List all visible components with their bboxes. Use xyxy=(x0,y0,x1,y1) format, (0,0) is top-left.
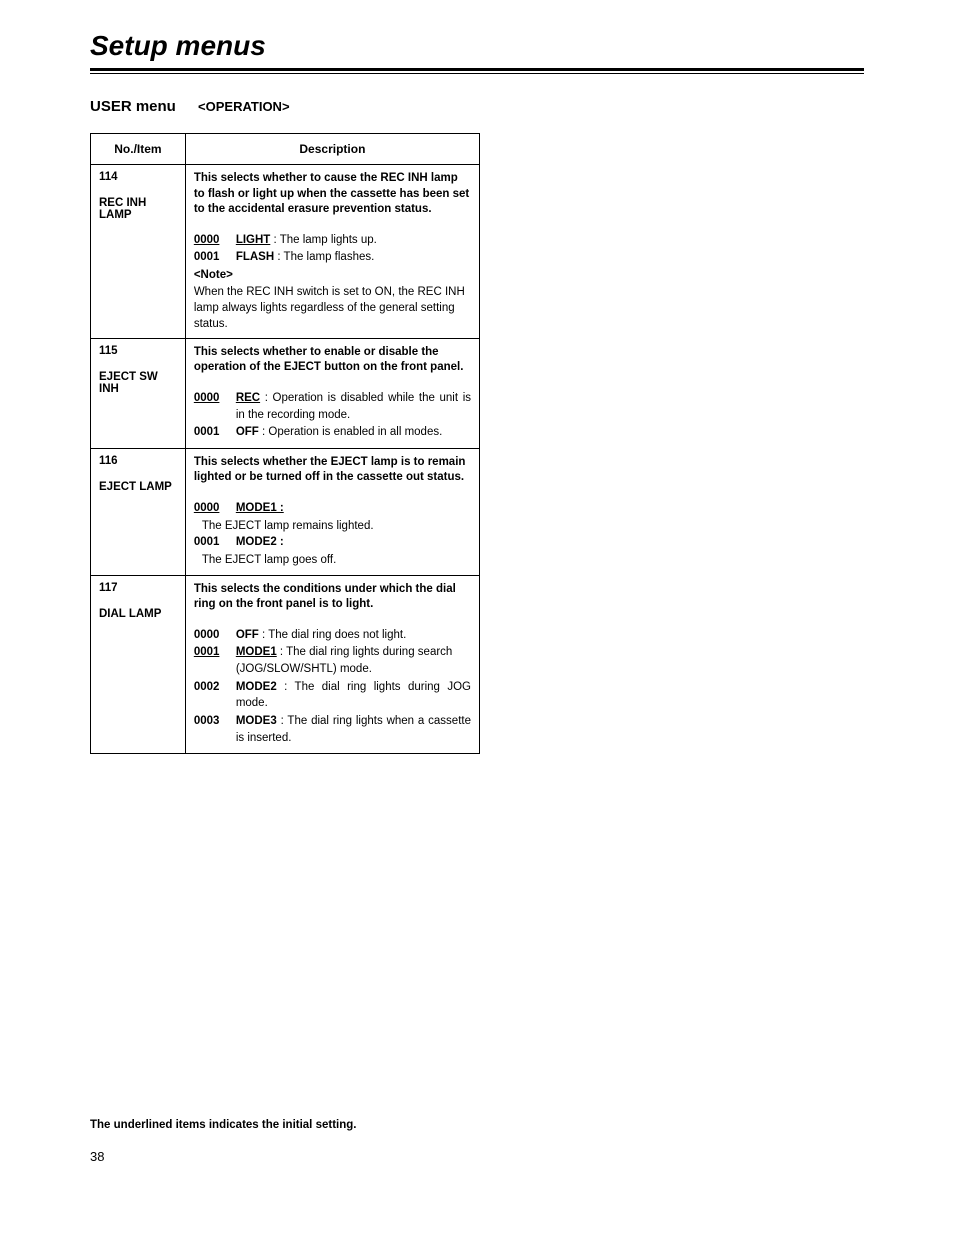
menu-heading: USER menu <OPERATION> xyxy=(90,98,864,115)
settings-table: No./Item Description 114 REC INH LAMP Th… xyxy=(90,133,480,754)
option-row: 0000 OFF : The dial ring does not light. xyxy=(194,627,471,644)
option-continuation: The EJECT lamp remains lighted. xyxy=(202,518,471,535)
title-rule-thin xyxy=(90,73,864,74)
option-label: REC xyxy=(236,392,260,404)
description-cell: This selects whether to enable or disabl… xyxy=(185,338,479,448)
item-name: DIAL LAMP xyxy=(99,608,161,620)
option-label: MODE2 xyxy=(236,681,277,693)
item-number: 116 xyxy=(99,455,177,467)
option-code: 0000 xyxy=(194,500,236,517)
option-row: 0001 OFF : Operation is enabled in all m… xyxy=(194,424,471,441)
table-row: 117 DIAL LAMP This selects the condition… xyxy=(91,575,480,754)
item-number: 117 xyxy=(99,582,177,594)
note-text: When the REC INH switch is set to ON, th… xyxy=(194,284,471,332)
option-code: 0000 xyxy=(194,627,236,644)
option-text: FLASH : The lamp flashes. xyxy=(236,249,471,266)
item-cell: 116 EJECT LAMP xyxy=(91,448,186,575)
header-item: No./Item xyxy=(91,134,186,165)
menu-heading-text: USER menu xyxy=(90,98,176,115)
option-row: 0000 REC : Operation is disabled while t… xyxy=(194,390,471,423)
option-row: 0003 MODE3 : The dial ring lights when a… xyxy=(194,713,471,746)
table-row: 114 REC INH LAMP This selects whether to… xyxy=(91,165,480,339)
options-block: 0000 REC : Operation is disabled while t… xyxy=(194,390,471,441)
item-number: 115 xyxy=(99,345,177,357)
option-code: 0003 xyxy=(194,713,236,746)
option-code: 0001 xyxy=(194,249,236,266)
item-number: 114 xyxy=(99,171,177,183)
option-label: MODE1 xyxy=(236,646,277,658)
option-code: 0001 xyxy=(194,424,236,441)
option-text: MODE2 : The dial ring lights during JOG … xyxy=(236,679,471,712)
option-label: MODE2 : xyxy=(236,534,284,551)
option-row: 0001 MODE1 : The dial ring lights during… xyxy=(194,644,471,677)
option-row: 0001 FLASH : The lamp flashes. xyxy=(194,249,471,266)
description-intro: This selects whether to cause the REC IN… xyxy=(194,171,471,218)
option-text: OFF : The dial ring does not light. xyxy=(236,627,471,644)
description-intro: This selects whether the EJECT lamp is t… xyxy=(194,455,471,486)
description-intro: This selects whether to enable or disabl… xyxy=(194,345,471,376)
item-cell: 117 DIAL LAMP xyxy=(91,575,186,754)
table-row: 115 EJECT SW INH This selects whether to… xyxy=(91,338,480,448)
option-row: 0001 MODE2 : xyxy=(194,534,471,551)
option-row: 0000 MODE1 : xyxy=(194,500,471,517)
page-title: Setup menus xyxy=(90,30,864,62)
option-code: 0001 xyxy=(194,644,236,677)
options-block: 0000 OFF : The dial ring does not light.… xyxy=(194,627,471,747)
option-label: FLASH xyxy=(236,251,274,263)
option-label: OFF xyxy=(236,629,259,641)
page-number: 38 xyxy=(90,1149,864,1164)
options-block: 0000 LIGHT : The lamp lights up. 0001 FL… xyxy=(194,232,471,332)
option-desc: The lamp lights up. xyxy=(280,234,377,246)
menu-subheading: <OPERATION> xyxy=(198,99,290,114)
table-row: 116 EJECT LAMP This selects whether the … xyxy=(91,448,480,575)
option-text: MODE3 : The dial ring lights when a cass… xyxy=(236,713,471,746)
item-cell: 115 EJECT SW INH xyxy=(91,338,186,448)
options-block: 0000 MODE1 : The EJECT lamp remains ligh… xyxy=(194,500,471,569)
option-row: 0002 MODE2 : The dial ring lights during… xyxy=(194,679,471,712)
option-text: OFF : Operation is enabled in all modes. xyxy=(236,424,471,441)
option-code: 0001 xyxy=(194,534,236,551)
description-intro: This selects the conditions under which … xyxy=(194,582,471,613)
note-tag: <Note> xyxy=(194,267,471,284)
option-row: 0000 LIGHT : The lamp lights up. xyxy=(194,232,471,249)
item-cell: 114 REC INH LAMP xyxy=(91,165,186,339)
item-name: REC INH LAMP xyxy=(99,197,146,221)
option-label: OFF xyxy=(236,426,259,438)
option-code: 0000 xyxy=(194,232,236,249)
option-desc: The dial ring does not light. xyxy=(268,629,406,641)
description-cell: This selects the conditions under which … xyxy=(185,575,479,754)
option-desc: Operation is disabled while the unit is … xyxy=(236,392,471,421)
option-text: LIGHT : The lamp lights up. xyxy=(236,232,471,249)
option-label: MODE3 xyxy=(236,715,277,727)
option-desc: The lamp flashes. xyxy=(284,251,375,263)
description-cell: This selects whether to cause the REC IN… xyxy=(185,165,479,339)
option-label: MODE1 : xyxy=(236,500,284,517)
option-code: 0002 xyxy=(194,679,236,712)
option-desc: Operation is enabled in all modes. xyxy=(268,426,442,438)
option-text: REC : Operation is disabled while the un… xyxy=(236,390,471,423)
item-name: EJECT SW INH xyxy=(99,371,158,395)
description-cell: This selects whether the EJECT lamp is t… xyxy=(185,448,479,575)
footnote: The underlined items indicates the initi… xyxy=(90,1119,864,1131)
option-text: MODE1 : The dial ring lights during sear… xyxy=(236,644,471,677)
table-header-row: No./Item Description xyxy=(91,134,480,165)
header-description: Description xyxy=(185,134,479,165)
title-rule-thick xyxy=(90,68,864,71)
item-name: EJECT LAMP xyxy=(99,481,172,493)
option-code: 0000 xyxy=(194,390,236,423)
option-label: LIGHT xyxy=(236,234,271,246)
option-continuation: The EJECT lamp goes off. xyxy=(202,552,471,569)
